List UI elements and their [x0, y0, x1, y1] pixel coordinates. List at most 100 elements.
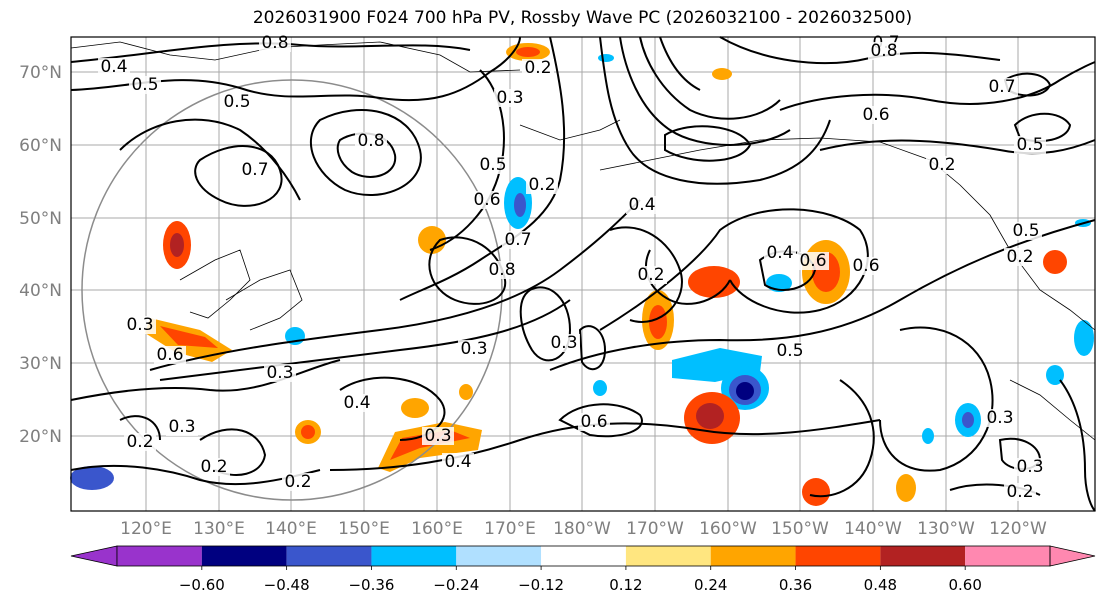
contour-label: 0.3	[460, 339, 487, 359]
colorbar-tick-label: 0.48	[864, 576, 897, 594]
colorbar-tick-label: −0.48	[264, 576, 310, 594]
pv-contour	[399, 36, 566, 301]
pv-contour	[70, 42, 471, 63]
contour-label: 0.6	[473, 190, 500, 210]
region-outline	[81, 79, 503, 501]
pv-contour	[70, 359, 341, 401]
pv-contour	[619, 36, 791, 146]
colorbar-extend-min	[70, 545, 118, 567]
contour-label-bg	[526, 176, 558, 194]
pv-contour	[809, 379, 875, 498]
colorbar-segment	[456, 546, 542, 566]
longitude-labels: 120°E 130°E 140°E 150°E 160°E 170°E 180°W 170°W…	[120, 519, 1047, 539]
contour-label: 0.4	[100, 57, 127, 77]
pv-contour	[309, 109, 422, 196]
contour-label-bg	[154, 346, 186, 364]
negative-anomaly	[70, 466, 114, 490]
negative-anomaly	[593, 380, 607, 396]
contour-label: 0.3	[424, 426, 451, 446]
pv-contour	[558, 403, 643, 438]
positive-anomaly	[459, 384, 473, 400]
colorbar-tick-label: 0.24	[694, 576, 727, 594]
contour-label: 0.2	[928, 155, 955, 175]
contour-label-bg	[626, 196, 658, 214]
colorbar-frame	[116, 545, 1051, 567]
contour-label: 0.4	[444, 452, 471, 472]
contour-label: 0.2	[524, 58, 551, 78]
positive-anomaly	[688, 266, 740, 298]
contour-label: 0.6	[156, 345, 183, 365]
contour-label-bg	[124, 433, 156, 451]
colorbar-tick-label: −0.36	[348, 576, 394, 594]
contour-label-bg	[578, 413, 610, 431]
pv-contour	[199, 428, 267, 476]
contour-label-bg	[477, 156, 509, 174]
lat-label: 50°N	[19, 209, 62, 229]
lat-label: 30°N	[19, 354, 62, 374]
contour-label: 0.2	[126, 432, 153, 452]
colorbar-segment	[117, 546, 202, 566]
coastline	[179, 249, 251, 319]
contour-label-bg	[166, 418, 198, 436]
colorbar-tick-label: −0.12	[518, 576, 564, 594]
negative-anomaly-core	[736, 382, 754, 400]
contour-label: 0.5	[223, 92, 250, 112]
contour-label-bg	[239, 161, 271, 179]
pv-contour	[149, 199, 641, 371]
contour-label: 0.7	[504, 230, 531, 250]
contour-label: 0.3	[550, 333, 577, 353]
contour-label: 0.2	[528, 175, 555, 195]
pv-contour	[578, 325, 607, 371]
contour-label: 0.8	[261, 33, 288, 53]
pv-contour	[549, 219, 1096, 371]
contour-label-bg	[774, 342, 806, 360]
lon-label: 180°W	[553, 519, 611, 539]
contour-label: 0.8	[870, 41, 897, 61]
colorbar-tick-label: 0.12	[609, 576, 642, 594]
lat-label: 70°N	[19, 63, 62, 83]
lat-label: 60°N	[19, 136, 62, 156]
contour-label-bg	[1010, 222, 1042, 240]
lon-label: 150°W	[771, 519, 829, 539]
contour-label: 0.3	[168, 417, 195, 437]
pv-contour	[664, 125, 752, 162]
contour-label: 0.2	[284, 472, 311, 492]
colorbar-extend-max	[1049, 545, 1096, 567]
contour-label-bg	[1014, 136, 1046, 154]
negative-anomaly	[1074, 320, 1094, 356]
lon-label: 160°E	[411, 519, 463, 539]
positive-anomaly-core	[301, 425, 315, 439]
pv-contour	[1059, 379, 1096, 512]
contour-label: 0.5	[1012, 221, 1039, 241]
pv-contour	[428, 236, 507, 305]
colorbar-tick-label: −0.60	[179, 576, 225, 594]
positive-anomaly-core	[649, 305, 667, 339]
lon-label: 130°W	[917, 519, 975, 539]
lon-label: 120°E	[120, 519, 172, 539]
contour-labels: 0.80.40.50.50.70.80.20.30.50.60.70.80.20…	[98, 33, 1046, 502]
lon-label: 120°W	[989, 519, 1047, 539]
lon-label: 170°W	[626, 519, 684, 539]
lat-label: 20°N	[19, 427, 62, 447]
negative-anomaly	[922, 428, 934, 444]
colorbar-segment	[965, 546, 1050, 566]
contour-label-bg	[129, 76, 161, 94]
lon-label: 150°E	[338, 519, 390, 539]
contour-label-bg	[458, 340, 490, 358]
contour-label-bg	[1004, 248, 1036, 266]
colorbar-segment	[201, 546, 287, 566]
contour-label: 0.6	[580, 412, 607, 432]
contour-label: 0.5	[131, 75, 158, 95]
negative-anomaly	[598, 54, 614, 62]
contour-label: 0.5	[479, 155, 506, 175]
negative-anomaly-core	[514, 193, 526, 217]
contour-label: 0.7	[241, 160, 268, 180]
contour-label-bg	[986, 78, 1018, 96]
pv-contour	[609, 226, 683, 323]
contour-label: 0.8	[488, 260, 515, 280]
colorbar-segment	[880, 546, 966, 566]
colorbar-tick-label: 0.36	[779, 576, 812, 594]
contour-label-bg	[124, 316, 156, 334]
lon-label: 130°E	[193, 519, 245, 539]
pv-contour	[119, 415, 161, 441]
